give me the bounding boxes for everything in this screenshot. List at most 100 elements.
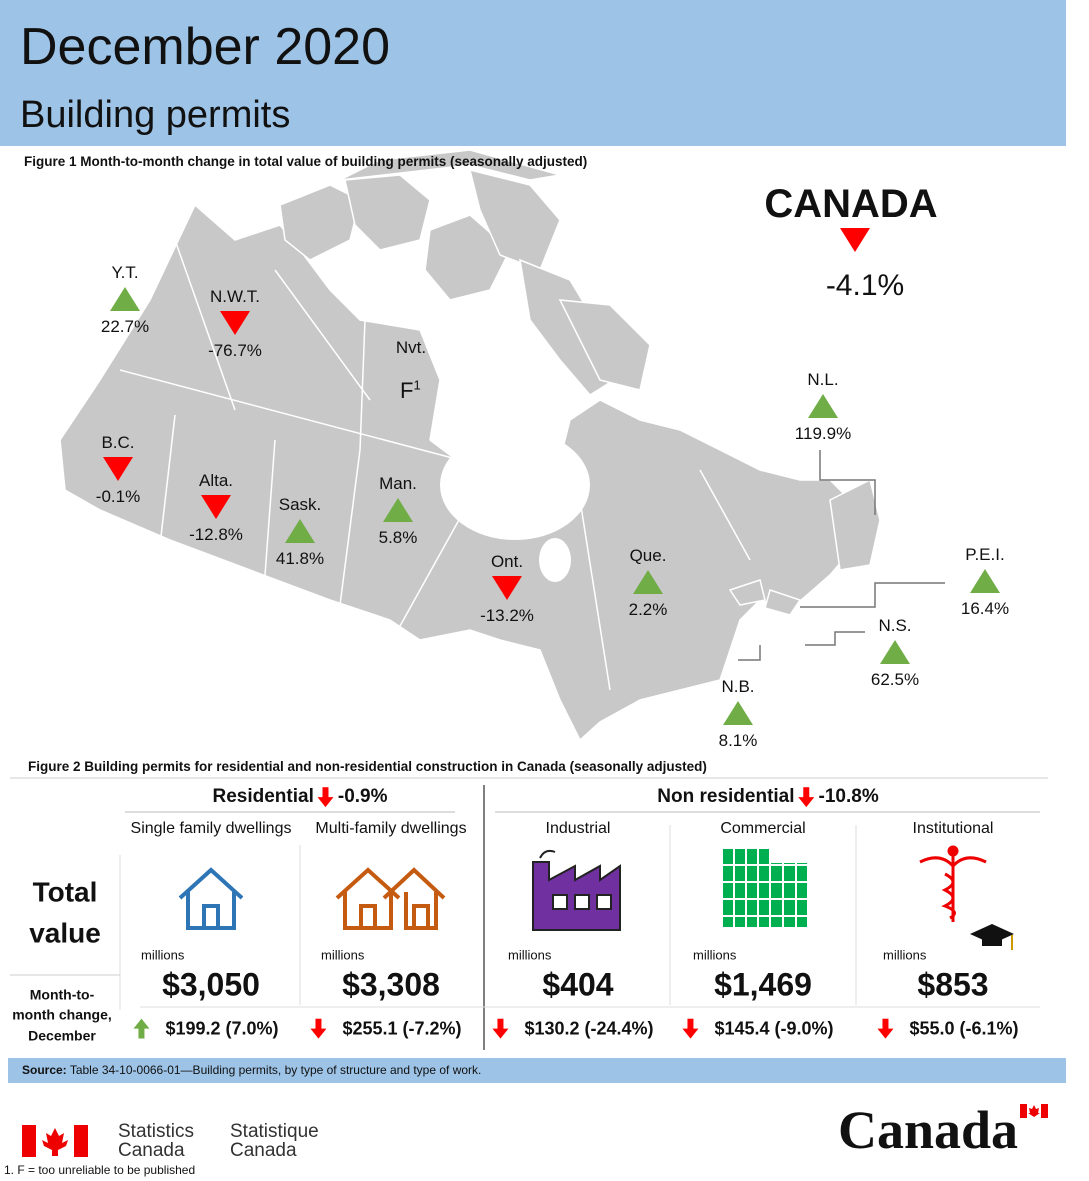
region-name: N.W.T.: [209, 287, 261, 307]
item-change-value: $55.0 (-6.1%): [909, 1018, 1019, 1039]
canada-label: CANADA: [764, 182, 938, 226]
row-label: Month-to-month change, December: [12, 986, 112, 1044]
source-text: Table 34-10-0066-01—Building permits, by…: [69, 1063, 482, 1078]
item-change: $199.2 (7.0%): [133, 1018, 279, 1040]
region-change: 2.2%: [628, 600, 668, 620]
map: [59, 149, 881, 742]
canada-wordmark: Canada: [838, 1099, 1019, 1160]
item-change: $130.2 (-24.4%): [492, 1018, 654, 1040]
unit-label: millions: [321, 947, 365, 963]
region-name: P.E.I.: [965, 545, 1005, 565]
down-arrow: [798, 787, 815, 807]
item-change-value: $255.1 (-7.2%): [342, 1018, 462, 1039]
unit-label: millions: [693, 947, 737, 963]
group-change: -0.9%: [337, 786, 388, 808]
statcan-fr: Statistique: [230, 1121, 319, 1143]
region-change: 62.5%: [870, 670, 920, 690]
down-triangle: [840, 228, 870, 252]
houses-icon: [335, 867, 446, 930]
leader-lines: [738, 450, 945, 661]
statcan-en: Canada: [118, 1140, 185, 1162]
unit-label: millions: [141, 947, 185, 963]
up-triangle: [723, 701, 753, 725]
down-arrow: [317, 787, 334, 807]
region-name: N.L.: [807, 370, 839, 390]
region-name: Nvt.: [395, 338, 427, 358]
footnote-ref: 1: [413, 377, 421, 393]
region-name: Sask.: [278, 495, 322, 515]
item-value: $3,308: [342, 966, 440, 1003]
region-change: 41.8%: [275, 549, 325, 569]
up-triangle: [808, 394, 838, 418]
region-change: 5.8%: [378, 528, 418, 548]
down-arrow: [877, 1019, 894, 1039]
page-title: December 2020: [20, 18, 390, 77]
caduceus-icon: [919, 845, 987, 922]
region-change: -76.7%: [208, 341, 262, 361]
region-name: B.C.: [101, 433, 135, 453]
region-change: 119.9%: [794, 424, 852, 444]
unit-label: millions: [508, 947, 552, 963]
up-triangle: [880, 640, 910, 664]
item-name: Single family dwellings: [130, 819, 292, 837]
down-arrow: [492, 1019, 509, 1039]
item-name: Multi-family dwellings: [315, 819, 467, 837]
down-triangle: [103, 457, 133, 481]
down-triangle: [220, 311, 250, 335]
region-name: Man.: [379, 474, 417, 494]
region-change: -0.1%: [95, 487, 141, 507]
region-name: N.B.: [721, 677, 755, 697]
up-triangle: [383, 498, 413, 522]
region-change: -13.2%: [480, 606, 534, 626]
region-change: 16.4%: [960, 599, 1010, 619]
down-triangle: [492, 576, 522, 600]
region-change-value: F: [400, 378, 414, 403]
footnote: 1. F = too unreliable to be published: [4, 1163, 196, 1178]
house-icon: [178, 867, 244, 930]
canada-change: -4.1%: [825, 268, 905, 302]
province-borders: [119, 239, 751, 691]
region-name: Ont.: [490, 552, 524, 572]
source: Source: Table 34-10-0066-01—Building per…: [22, 1063, 482, 1078]
item-change-value: $199.2 (7.0%): [165, 1018, 279, 1039]
unit-label: millions: [883, 947, 927, 963]
item-value: $853: [917, 966, 989, 1003]
region-change: 22.7%: [100, 317, 150, 337]
group-header: Non residential -10.8%: [657, 786, 878, 808]
region-name: Y.T.: [111, 263, 139, 283]
source-label: Source:: [22, 1063, 67, 1078]
item-change: $55.0 (-6.1%): [877, 1018, 1019, 1040]
item-name: Commercial: [720, 819, 806, 837]
source-band: [8, 1058, 1066, 1083]
item-change-value: $130.2 (-24.4%): [524, 1018, 654, 1039]
statcan-en: Statistics: [118, 1121, 195, 1143]
region-name: Que.: [629, 546, 667, 566]
item-change-value: $145.4 (-9.0%): [714, 1018, 834, 1039]
down-arrow: [310, 1019, 327, 1039]
item-value: $404: [542, 966, 614, 1003]
item-name: Institutional: [912, 819, 994, 837]
up-arrow: [133, 1019, 150, 1039]
item-name: Industrial: [545, 819, 611, 837]
region-name: Alta.: [198, 471, 234, 491]
group-header: Residential -0.9%: [212, 786, 387, 808]
figure-title: Figure 2 Building permits for residentia…: [28, 759, 707, 775]
item-value: $3,050: [162, 966, 260, 1003]
factory-icon: [532, 849, 621, 931]
item-change: $145.4 (-9.0%): [682, 1018, 834, 1040]
down-arrow: [682, 1019, 699, 1039]
item-change: $255.1 (-7.2%): [310, 1018, 462, 1040]
page-subtitle: Building permits: [20, 94, 291, 137]
grad-cap-icon: [970, 924, 1014, 950]
up-triangle: [285, 519, 315, 543]
up-triangle: [970, 569, 1000, 593]
down-triangle: [201, 495, 231, 519]
up-triangle: [110, 287, 140, 311]
region-change: -12.8%: [189, 525, 243, 545]
region-change: 8.1%: [718, 731, 758, 751]
item-value: $1,469: [714, 966, 812, 1003]
statcan-flag: [22, 1125, 88, 1157]
header-band: [0, 0, 1066, 146]
